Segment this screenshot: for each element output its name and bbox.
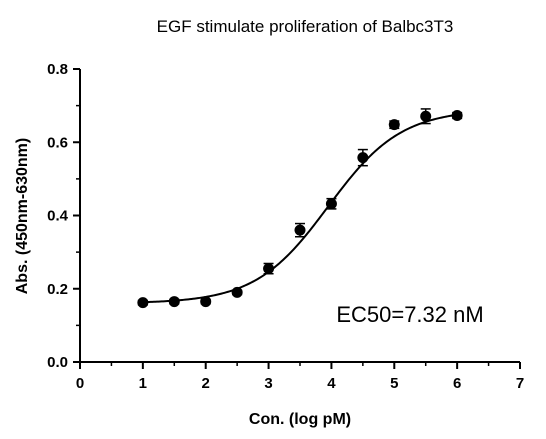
y-tick-label: 0.0	[47, 354, 68, 371]
data-point	[231, 286, 243, 298]
x-tick-label: 7	[516, 375, 524, 392]
data-point	[263, 263, 275, 275]
x-tick-label: 6	[453, 375, 461, 392]
y-tick-label: 0.8	[47, 61, 68, 78]
data-point	[451, 110, 463, 122]
fit-curve-layer	[142, 113, 458, 304]
fit-curve	[142, 113, 458, 304]
x-tick-label: 3	[264, 375, 272, 392]
data-point	[200, 296, 212, 308]
data-point	[388, 119, 400, 131]
y-tick-label: 0.6	[47, 134, 68, 151]
data-point	[168, 296, 180, 308]
data-point	[420, 110, 432, 122]
y-tick-label: 0.2	[47, 281, 68, 298]
axes: 0 1 2 3 4 5 6 7 0.0 0.2 0.4 0.6 0.8	[47, 61, 524, 392]
x-tick-label: 2	[202, 375, 210, 392]
data-point	[137, 297, 149, 309]
y-axis-label: Abs. (450nm-630nm)	[14, 138, 31, 295]
x-tick-label: 4	[327, 375, 336, 392]
x-tick-label: 1	[139, 375, 147, 392]
ec50-annotation: EC50=7.32 nM	[336, 302, 483, 327]
y-tick-label: 0.4	[47, 208, 69, 225]
x-tick-label: 0	[76, 375, 84, 392]
data-point	[357, 152, 369, 164]
chart-title: EGF stimulate proliferation of Balbc3T3	[157, 17, 454, 36]
data-point	[294, 224, 306, 236]
data-points-layer	[137, 108, 463, 309]
data-point	[325, 198, 337, 210]
x-tick-label: 5	[390, 375, 398, 392]
x-axis-label: Con. (log pM)	[249, 411, 351, 428]
